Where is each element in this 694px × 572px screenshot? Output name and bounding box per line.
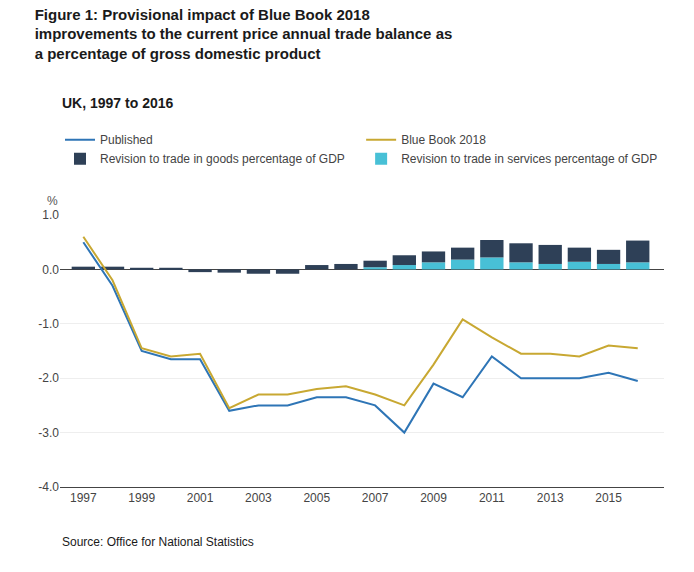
svg-text:2001: 2001: [187, 491, 214, 505]
svg-text:Published: Published: [100, 133, 153, 147]
svg-text:2011: 2011: [479, 491, 505, 505]
svg-text:2003: 2003: [245, 491, 272, 505]
svg-text:-3.0: -3.0: [38, 426, 59, 440]
svg-text:1997: 1997: [70, 491, 97, 505]
svg-text:Figure 1: Provisional impact o: Figure 1: Provisional impact of Blue Boo…: [35, 6, 453, 62]
svg-text:2009: 2009: [420, 491, 447, 505]
svg-text:2015: 2015: [595, 491, 622, 505]
svg-text:Blue Book 2018: Blue Book 2018: [401, 133, 486, 147]
svg-text:-2.0: -2.0: [38, 371, 59, 385]
svg-text:-4.0: -4.0: [38, 480, 59, 494]
svg-text:2007: 2007: [362, 491, 389, 505]
svg-text:0.0: 0.0: [42, 263, 59, 277]
svg-text:1.0: 1.0: [42, 208, 59, 222]
svg-text:2005: 2005: [303, 491, 330, 505]
svg-text:Revision to trade in goods per: Revision to trade in goods percentage of…: [100, 152, 345, 166]
svg-text:Revision to trade in services: Revision to trade in services percentage…: [401, 152, 657, 166]
svg-text:2013: 2013: [537, 491, 564, 505]
svg-text:%: %: [47, 194, 58, 208]
svg-text:UK, 1997 to 2016: UK, 1997 to 2016: [62, 95, 173, 111]
svg-text:Source: Office for National St: Source: Office for National Statistics: [62, 535, 254, 549]
svg-text:1999: 1999: [128, 491, 155, 505]
svg-text:-1.0: -1.0: [38, 317, 59, 331]
